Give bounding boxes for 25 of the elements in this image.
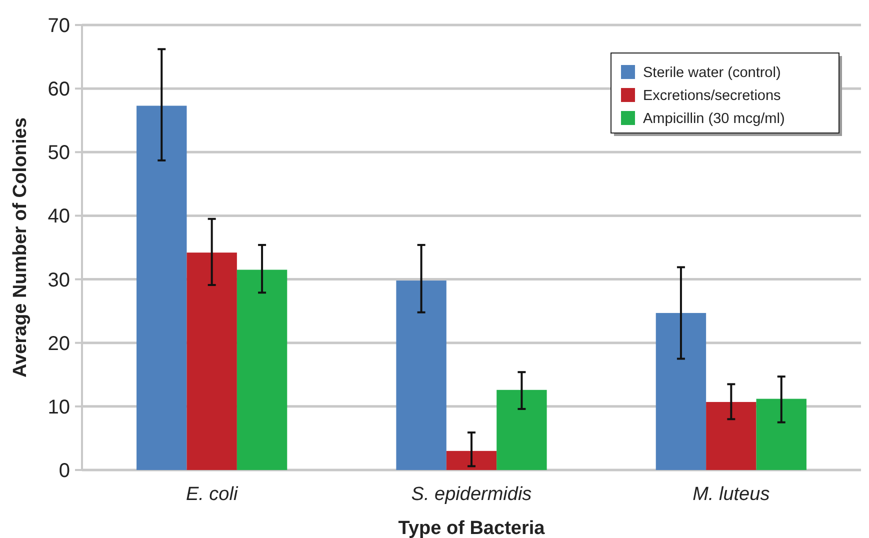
bar <box>186 252 237 470</box>
bar <box>136 106 187 470</box>
y-tick-label: 60 <box>48 78 70 101</box>
y-tick-label: 0 <box>58 460 70 482</box>
x-axis-title: Type of Bacteria <box>398 518 546 538</box>
y-tick-label: 10 <box>48 396 70 418</box>
bar <box>396 280 446 470</box>
legend-label: Excretions/secretions <box>643 88 781 104</box>
bar <box>706 402 756 470</box>
bar <box>446 450 497 470</box>
legend-label: Ampicillin (30 mcg/ml) <box>643 111 785 128</box>
y-tick-label: 50 <box>48 142 70 164</box>
x-tick-label: M. luteus <box>692 484 770 505</box>
y-tick-label: 70 <box>48 15 70 37</box>
bar <box>496 390 547 470</box>
legend-label: Sterile water (control) <box>643 65 781 82</box>
x-tick-label: S. epidermidis <box>411 484 532 505</box>
bar <box>656 312 706 470</box>
y-tick-label: 30 <box>48 269 70 292</box>
bar <box>756 398 806 470</box>
y-tick-label: 20 <box>48 332 70 355</box>
y-axis-title: Average Number of Colonies <box>10 117 31 378</box>
x-tick-label: E. coli <box>186 484 238 505</box>
bar <box>236 270 288 470</box>
y-tick-label: 40 <box>48 206 70 228</box>
